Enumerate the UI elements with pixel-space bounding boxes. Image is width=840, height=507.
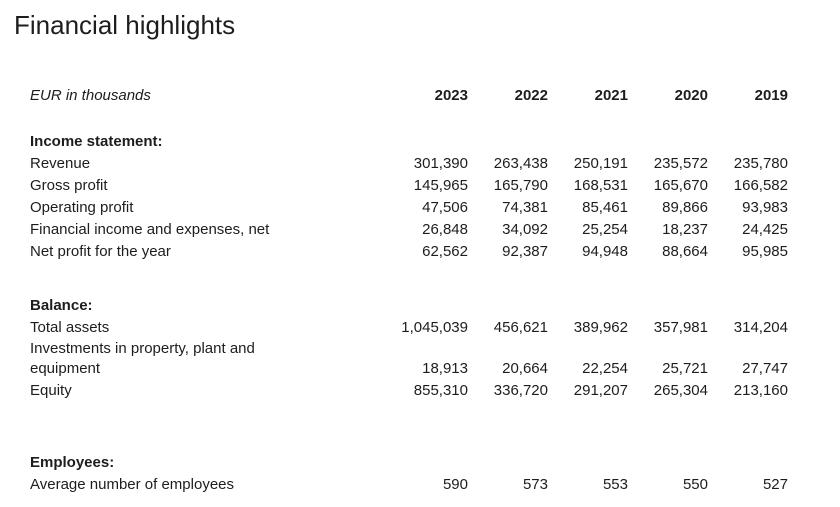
cell-value: 22,254 (582, 360, 628, 377)
year-header: 2021 (594, 87, 628, 104)
year-header: 2022 (514, 87, 548, 104)
cell-value: 263,438 (493, 155, 548, 172)
cell-value: 291,207 (573, 382, 628, 399)
cell-value: 357,981 (653, 319, 708, 336)
cell-value: 89,866 (662, 199, 708, 216)
row-label: Financial income and expenses, net (30, 221, 270, 238)
year-header: 2023 (434, 87, 468, 104)
cell-value: 550 (682, 476, 708, 493)
cell-value: 18,237 (662, 221, 708, 238)
table-row: Equity 855,310 336,720 291,207 265,304 213,16… (30, 380, 788, 402)
page-title: Financial highlights (14, 10, 236, 40)
cell-value: 88,664 (662, 243, 708, 260)
cell-value: 855,310 (413, 382, 468, 399)
table-row: Revenue 301,390 263,438 250,191 235,572 235,7… (30, 153, 788, 175)
cell-value: 389,962 (573, 319, 628, 336)
cell-value: 85,461 (582, 199, 628, 216)
row-label: Gross profit (30, 177, 108, 194)
cell-value: 213,160 (733, 382, 788, 399)
cell-value: 20,664 (502, 360, 548, 377)
cell-value: 62,562 (422, 243, 468, 260)
table-row: Gross profit 145,965 165,790 168,531 165,670… (30, 175, 788, 197)
cell-value: 250,191 (573, 155, 628, 172)
cell-value: 235,572 (653, 155, 708, 172)
cell-value: 145,965 (413, 177, 468, 194)
cell-value: 165,670 (653, 177, 708, 194)
cell-value: 336,720 (493, 382, 548, 399)
table-row: Total assets 1,045,039 456,621 389,962 357,9… (30, 317, 788, 339)
section-heading: Employees: (30, 454, 115, 471)
table-header-row: EUR in thousands 2023 2022 2021 2020 2019 (30, 85, 788, 107)
cell-value: 34,092 (502, 221, 548, 238)
cell-value: 168,531 (573, 177, 628, 194)
cell-value: 92,387 (502, 243, 548, 260)
cell-value: 25,721 (662, 360, 708, 377)
year-header: 2019 (754, 87, 788, 104)
cell-value: 24,425 (742, 221, 788, 238)
table-section: Income statement: Revenue 301,390 263,438 25… (30, 131, 788, 263)
cell-value: 573 (522, 476, 548, 493)
table-row: Operating profit 47,506 74,381 85,461 89,866… (30, 197, 788, 219)
section-heading: Income statement: (30, 133, 163, 150)
year-header: 2020 (674, 87, 708, 104)
cell-value: 94,948 (582, 243, 628, 260)
financial-highlights-page: Financial highlights EUR in thousands 20… (0, 10, 840, 507)
cell-value: 165,790 (493, 177, 548, 194)
cell-value: 456,621 (493, 319, 548, 336)
cell-value: 553 (602, 476, 628, 493)
table-row: Investments in property, plant and equip… (30, 339, 788, 380)
cell-value: 47,506 (422, 199, 468, 216)
row-label: Revenue (30, 155, 91, 172)
row-label: Investments in property, plant and equip… (30, 340, 255, 377)
table-row: Net profit for the year 62,562 92,387 94,94… (30, 241, 788, 263)
table-row: Financial income and expenses, net 26,848… (30, 219, 788, 241)
cell-value: 27,747 (742, 360, 788, 377)
cell-value: 93,983 (742, 199, 788, 216)
cell-value: 314,204 (733, 319, 788, 336)
cell-value: 18,913 (422, 360, 468, 377)
row-label: Net profit for the year (30, 243, 171, 260)
cell-value: 235,780 (733, 155, 788, 172)
cell-value: 74,381 (502, 199, 548, 216)
cell-value: 1,045,039 (401, 319, 468, 336)
cell-value: 26,848 (422, 221, 468, 238)
cell-value: 527 (762, 476, 788, 493)
table-section: Balance: Total assets 1,045,039 456,621 389,… (30, 295, 788, 402)
cell-value: 265,304 (653, 382, 708, 399)
row-label: Average number of employees (30, 476, 235, 493)
cell-value: 301,390 (413, 155, 468, 172)
financial-table: EUR in thousands 2023 2022 2021 2020 2019 In… (30, 85, 788, 496)
cell-value: 95,985 (742, 243, 788, 260)
cell-value: 25,254 (582, 221, 628, 238)
cell-value: 590 (442, 476, 468, 493)
table-section: Employees: Average number of employees 590… (30, 452, 788, 496)
section-heading: Balance: (30, 297, 93, 314)
cell-value: 166,582 (733, 177, 788, 194)
table-row: Average number of employees 590 573 553 550 5… (30, 474, 788, 496)
row-label: Operating profit (30, 199, 134, 216)
row-label: Equity (30, 382, 72, 399)
unit-label: EUR in thousands (30, 87, 151, 104)
row-label: Total assets (30, 319, 110, 336)
